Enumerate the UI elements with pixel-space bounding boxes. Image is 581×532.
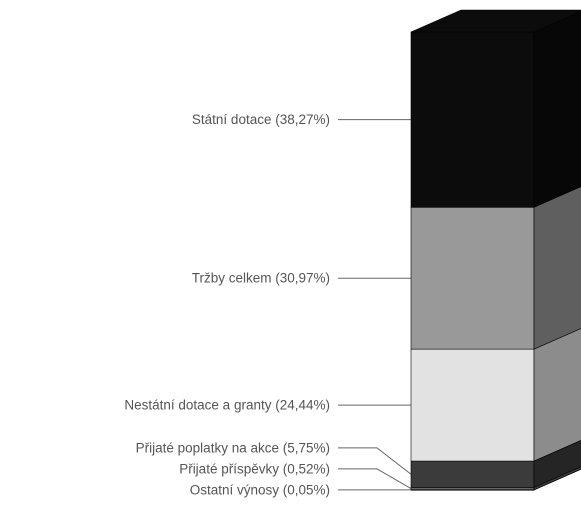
segment-label-0: Ostatní výnosy (0,05%) <box>190 482 330 497</box>
column-top-cap <box>410 9 581 33</box>
segment-labels: Ostatní výnosy (0,05%) Přijaté příspěvky … <box>124 112 330 497</box>
segment-front-4 <box>410 206 535 350</box>
segment-label-3: Nestátní dotace a granty (24,44%) <box>124 398 330 413</box>
leader-line-2 <box>338 447 412 475</box>
leader-line-1 <box>338 468 412 490</box>
segment-side-4 <box>533 186 581 350</box>
segment-side-5 <box>533 10 581 208</box>
segment-label-5: Státní dotace (38,27%) <box>192 112 330 127</box>
segment-front-2 <box>410 460 535 488</box>
segment-front-1 <box>410 487 535 491</box>
leader-lines <box>338 119 412 491</box>
segment-label-4: Tržby celkem (30,97%) <box>192 271 330 286</box>
segment-label-1: Přijaté příspěvky (0,52%) <box>179 461 330 476</box>
segment-label-2: Přijaté poplatky na akce (5,75%) <box>136 440 330 455</box>
segment-side-3 <box>533 328 581 462</box>
segment-front-3 <box>410 348 535 462</box>
segment-front-5 <box>410 31 535 208</box>
column-faces <box>410 9 581 491</box>
